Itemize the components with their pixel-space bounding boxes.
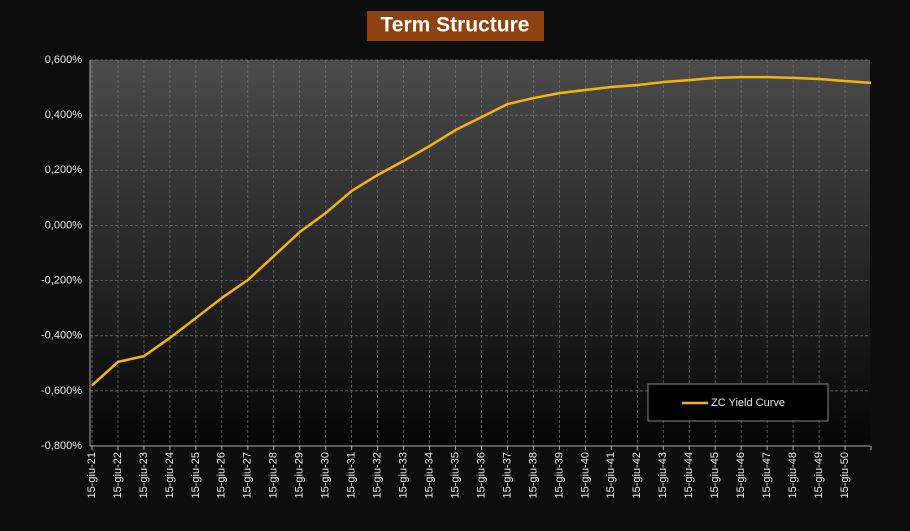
x-tick-label: 15-giu-50 (839, 452, 851, 498)
x-tick-label: 15-giu-25 (190, 452, 202, 498)
legend (647, 383, 829, 422)
x-tick-label: 15-giu-33 (398, 452, 410, 498)
y-tick-label: -0,200% (41, 274, 82, 286)
x-tick-label: 15-giu-30 (320, 452, 332, 498)
x-tick-label: 15-giu-26 (216, 452, 228, 498)
x-tick-label: 15-giu-24 (164, 452, 176, 498)
x-tick-label: 15-giu-39 (553, 452, 565, 498)
y-tick-label: 0,000% (45, 219, 83, 231)
y-tick-label: -0,400% (41, 330, 82, 342)
y-tick-label: -0,600% (41, 385, 82, 397)
x-tick-label: 15-giu-46 (735, 452, 747, 498)
x-tick-label: 15-giu-40 (579, 452, 591, 498)
x-tick-label: 15-giu-22 (112, 452, 124, 498)
plot-area (90, 60, 870, 446)
x-tick-label: 15-giu-31 (346, 452, 358, 498)
x-tick-label: 15-giu-34 (423, 452, 435, 498)
y-tick-label: 0,200% (45, 164, 83, 176)
x-tick-label: 15-giu-27 (242, 452, 254, 498)
y-tick-label: 0,600% (45, 54, 83, 66)
x-tick-label: 15-giu-35 (449, 452, 461, 498)
x-tick-label: 15-giu-29 (294, 452, 306, 498)
x-tick-label: 15-giu-45 (709, 452, 721, 498)
y-tick-label: -0,800% (41, 440, 82, 452)
x-tick-label: 15-giu-44 (683, 452, 695, 498)
x-tick-label: 15-giu-47 (761, 452, 773, 498)
x-tick-label: 15-giu-43 (657, 452, 669, 498)
line (91, 75, 872, 387)
x-tick-label: 15-giu-48 (787, 452, 799, 498)
x-tick-label: 15-giu-37 (501, 452, 513, 498)
y-tick-label: 0,400% (45, 109, 83, 121)
x-tick-label: 15-giu-49 (813, 452, 825, 498)
legend-label: ZC Yield Curve (711, 397, 785, 409)
x-tick-label: 15-giu-41 (605, 452, 617, 498)
x-tick-label: 15-giu-21 (86, 452, 98, 498)
x-tick-label: 15-giu-42 (631, 452, 643, 498)
x-tick-label: 15-giu-32 (372, 452, 384, 498)
chart-title: Term Structure (381, 14, 530, 37)
x-tick-label: 15-giu-23 (138, 452, 150, 498)
x-tick-label: 15-giu-38 (527, 452, 539, 498)
x-tick-label: 15-giu-36 (475, 452, 487, 498)
x-tick-label: 15-giu-28 (268, 452, 280, 498)
title-box (367, 11, 544, 41)
